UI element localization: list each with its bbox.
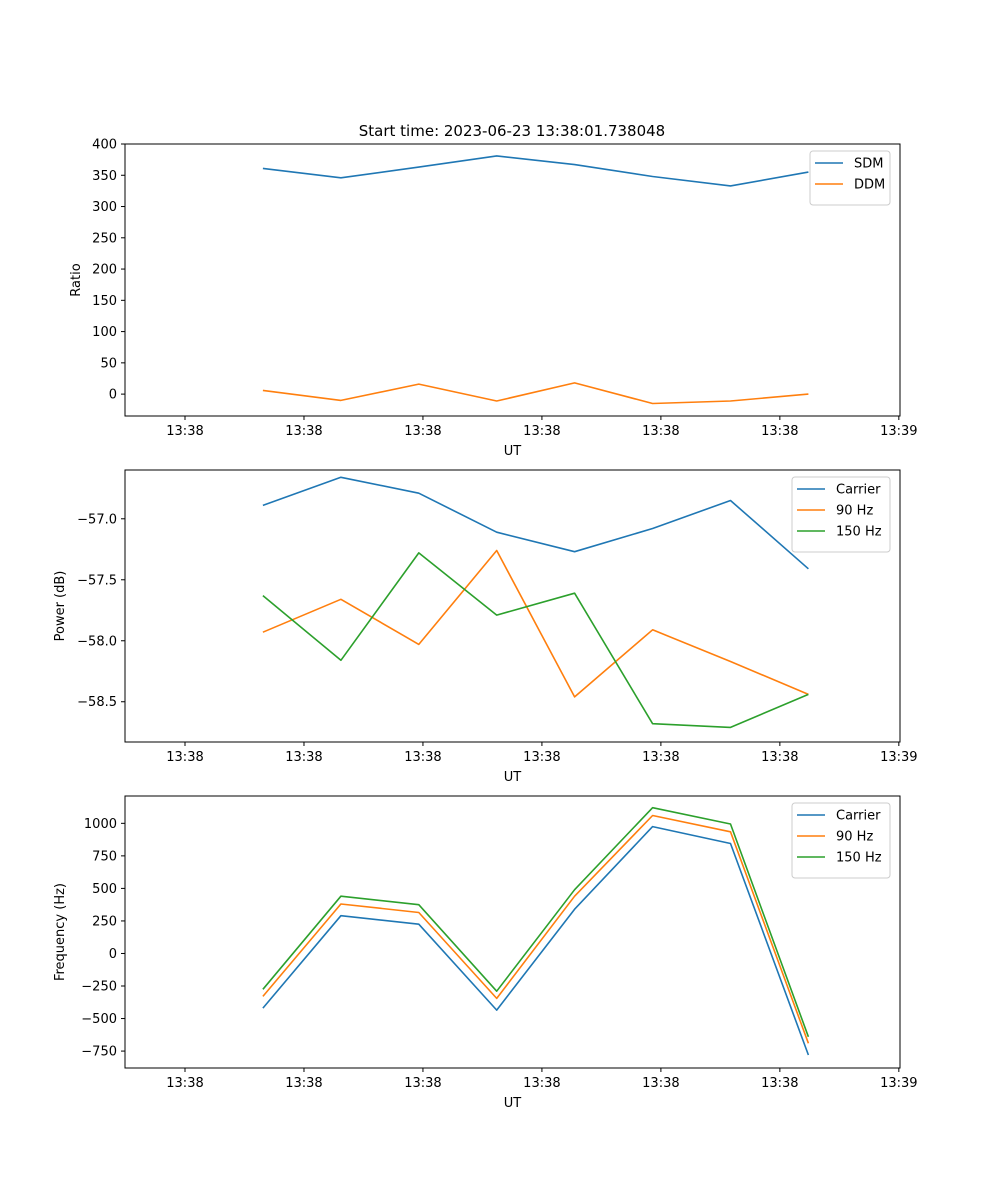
series-line-150-hz [262, 552, 809, 729]
x-tick-label: 13:38 [761, 1076, 798, 1091]
x-tick-label: 13:38 [523, 750, 560, 765]
y-tick-label: 50 [100, 356, 117, 371]
x-tick-label: 13:38 [404, 1076, 441, 1091]
y-tick-label: 400 [92, 138, 117, 153]
plot-frame [124, 469, 901, 743]
series-line-90-hz [262, 814, 810, 1044]
x-tick-label: 13:38 [523, 424, 560, 439]
x-tick-label: 13:38 [285, 1076, 322, 1091]
chart-title: Start time: 2023-06-23 13:38:01.738048 [359, 122, 665, 140]
y-tick-label: 750 [92, 849, 117, 864]
y-tick-label: 0 [109, 388, 117, 403]
y-tick-label: 350 [92, 169, 117, 184]
y-axis-label: Frequency (Hz) [53, 883, 68, 981]
x-tick-label: 13:38 [285, 750, 322, 765]
x-tick-label: 13:39 [880, 1076, 917, 1091]
y-tick-label: −500 [81, 1012, 117, 1027]
x-tick-label: 13:38 [285, 424, 322, 439]
series-line-ddm [262, 382, 809, 405]
x-tick-label: 13:39 [880, 424, 917, 439]
y-tick-label: 150 [92, 294, 117, 309]
y-axis-label: Power (dB) [53, 571, 68, 642]
series-line-150-hz [262, 806, 810, 1038]
plot-frame [124, 795, 901, 1069]
y-tick-label: −750 [81, 1045, 117, 1060]
plot-frame [124, 143, 901, 417]
legend-label: 150 Hz [836, 851, 882, 866]
x-axis-label: UT [504, 444, 522, 459]
legend-label: Carrier [836, 809, 881, 824]
chart-panel-1: 13:38 13:38 13:38 13:38 13:38 13:38 13:39 0 50 10… [69, 138, 918, 460]
y-tick-label: 250 [92, 914, 117, 929]
legend-box [791, 802, 891, 879]
legend: Carrier 90 Hz 150 Hz [791, 802, 891, 879]
series-line-sdm [262, 155, 809, 187]
x-tick-label: 13:38 [166, 1076, 203, 1091]
x-tick-label: 13:38 [166, 424, 203, 439]
y-axis-label: Ratio [69, 263, 84, 296]
legend-label: DDM [854, 178, 885, 193]
y-tick-label: −250 [81, 980, 117, 995]
x-tick-label: 13:38 [642, 750, 679, 765]
y-tick-label: −58.5 [77, 695, 117, 710]
y-tick-label: −57.0 [77, 512, 117, 527]
y-tick-label: 200 [92, 263, 117, 278]
x-axis-label: UT [504, 1096, 522, 1111]
legend-box [791, 476, 891, 553]
x-tick-label: 13:38 [642, 424, 679, 439]
y-tick-label: 300 [92, 200, 117, 215]
x-tick-label: 13:39 [880, 750, 917, 765]
y-tick-label: −57.5 [77, 573, 117, 588]
y-tick-label: 100 [92, 325, 117, 340]
legend: Carrier 90 Hz 150 Hz [791, 476, 891, 553]
x-tick-label: 13:38 [642, 1076, 679, 1091]
y-tick-label: −58.0 [77, 634, 117, 649]
legend-label: 90 Hz [836, 504, 873, 519]
legend-label: SDM [854, 157, 883, 172]
x-tick-label: 13:38 [761, 424, 798, 439]
series-line-carrier [262, 825, 810, 1056]
series-line-90-hz [262, 549, 809, 698]
y-tick-label: 500 [92, 882, 117, 897]
legend: SDM DDM [809, 150, 891, 206]
x-tick-label: 13:38 [404, 750, 441, 765]
y-tick-label: 250 [92, 231, 117, 246]
y-tick-label: 1000 [84, 817, 117, 832]
x-axis-label: UT [504, 770, 522, 785]
series-line-carrier [262, 476, 809, 570]
y-tick-label: 0 [109, 947, 117, 962]
x-tick-label: 13:38 [523, 1076, 560, 1091]
x-tick-label: 13:38 [404, 424, 441, 439]
legend-label: 150 Hz [836, 525, 882, 540]
chart-panel-3: 13:38 13:38 13:38 13:38 13:38 13:38 13:39 −750 −… [53, 795, 918, 1111]
x-tick-label: 13:38 [166, 750, 203, 765]
legend-label: Carrier [836, 483, 881, 498]
chart-panel-2: 13:38 13:38 13:38 13:38 13:38 13:38 13:39 −57.0… [53, 469, 918, 785]
legend-label: 90 Hz [836, 830, 873, 845]
x-tick-label: 13:38 [761, 750, 798, 765]
legend-box [809, 150, 891, 206]
